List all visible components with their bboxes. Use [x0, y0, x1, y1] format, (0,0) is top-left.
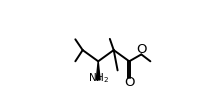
Text: NH$_2$: NH$_2$	[88, 72, 109, 85]
Text: O: O	[137, 43, 147, 56]
Polygon shape	[96, 61, 100, 80]
Text: O: O	[124, 76, 135, 89]
